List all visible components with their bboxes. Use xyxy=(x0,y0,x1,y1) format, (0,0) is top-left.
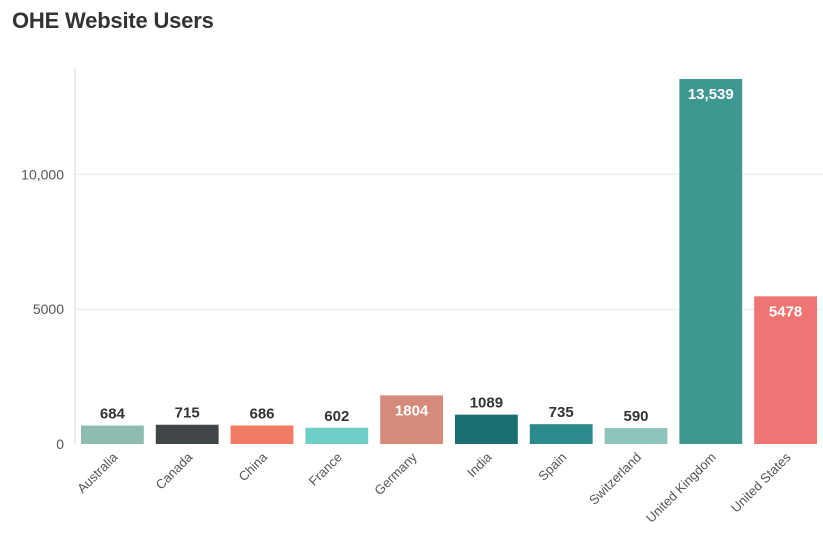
x-tick-label: France xyxy=(306,450,345,489)
chart-title: OHE Website Users xyxy=(12,8,214,33)
x-tick-labels: Australia Canada China France Germany India Sp… xyxy=(74,449,794,526)
x-tick-label: United Kingdom xyxy=(643,450,719,526)
bar-switzerland xyxy=(604,428,668,444)
data-label: 715 xyxy=(175,405,200,422)
bar-france xyxy=(305,427,369,444)
data-label: 1804 xyxy=(395,402,429,419)
data-label: 5478 xyxy=(769,303,802,320)
data-label: 1089 xyxy=(470,395,503,412)
bar-united-states xyxy=(754,296,818,444)
data-label: 684 xyxy=(100,406,126,423)
y-tick-label: 5000 xyxy=(33,301,64,317)
x-tick-label: China xyxy=(235,449,270,484)
x-tick-label: United States xyxy=(728,449,794,515)
bar-india xyxy=(454,414,518,444)
x-tick-label: Australia xyxy=(74,449,121,496)
bar-australia xyxy=(80,425,144,444)
x-tick-label: Spain xyxy=(535,450,569,484)
bar-canada xyxy=(155,424,219,444)
x-tick-label: India xyxy=(464,449,495,480)
bar-china xyxy=(230,425,294,444)
data-labels: 684 715 686 602 1804 1089 735 590 13,539 5478 xyxy=(100,86,802,425)
bar-germany xyxy=(380,395,444,444)
bars xyxy=(80,78,818,445)
y-tick-label: 10,000 xyxy=(21,166,64,182)
data-label: 735 xyxy=(549,404,574,421)
data-label: 13,539 xyxy=(688,86,734,103)
y-tick-label: 0 xyxy=(56,436,64,452)
x-tick-label: Switzerland xyxy=(586,450,644,508)
bar-united-kingdom xyxy=(679,78,743,445)
data-label: 686 xyxy=(249,406,274,423)
data-label: 590 xyxy=(623,408,648,425)
x-tick-label: Canada xyxy=(153,449,196,492)
x-tick-label: Germany xyxy=(371,449,420,498)
y-tick-labels: 0 5000 10,000 xyxy=(21,166,64,452)
data-label: 602 xyxy=(324,408,349,425)
bar-spain xyxy=(529,424,593,444)
